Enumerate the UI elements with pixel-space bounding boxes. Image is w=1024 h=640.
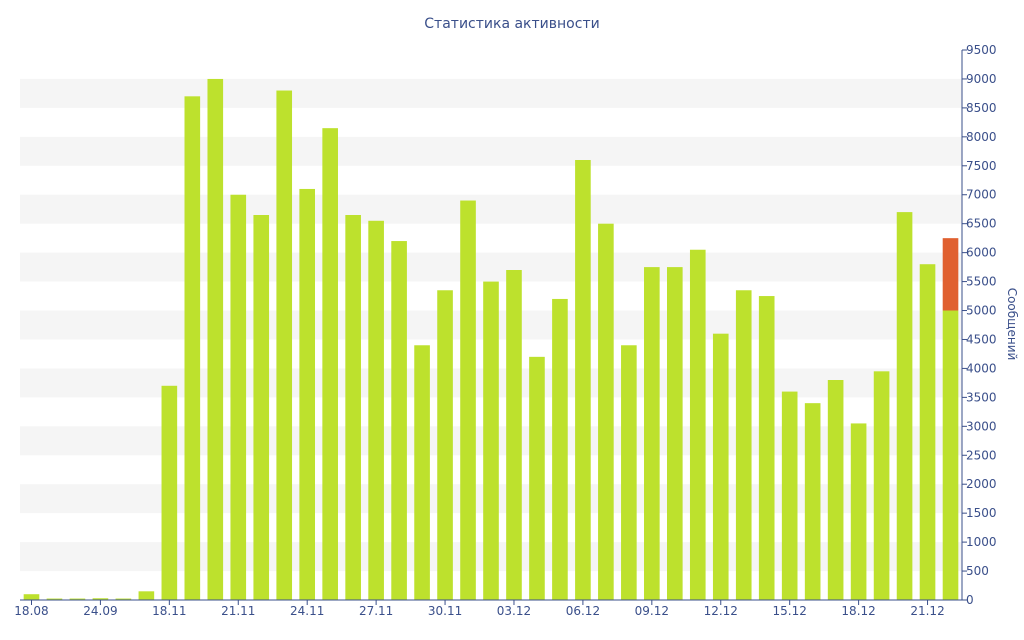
bar bbox=[552, 298, 568, 600]
bar bbox=[644, 267, 660, 600]
y-tick-label: 8000 bbox=[966, 130, 997, 144]
y-tick-label: 9000 bbox=[966, 72, 997, 86]
y-tick-label: 500 bbox=[966, 564, 989, 578]
x-tick-label: 21.11 bbox=[221, 604, 255, 618]
bar bbox=[437, 290, 453, 600]
y-tick-label: 7500 bbox=[966, 159, 997, 173]
y-tick-label: 5000 bbox=[966, 304, 997, 318]
chart-title: Статистика активности bbox=[424, 16, 600, 32]
bar bbox=[575, 160, 591, 600]
grid-band bbox=[20, 78, 962, 108]
y-tick-label: 3000 bbox=[966, 419, 997, 433]
x-tick-label: 12.12 bbox=[704, 604, 738, 618]
grid-band bbox=[20, 252, 962, 282]
y-tick-label: 2000 bbox=[966, 477, 997, 491]
x-tick-label: 27.11 bbox=[359, 604, 393, 618]
axes bbox=[20, 50, 963, 601]
bar bbox=[735, 290, 752, 600]
bar bbox=[919, 264, 936, 600]
bar bbox=[529, 356, 545, 600]
bar bbox=[230, 194, 247, 600]
bar bbox=[115, 598, 132, 600]
bar bbox=[391, 241, 407, 601]
bar bbox=[92, 598, 109, 600]
y-tick-label: 6500 bbox=[966, 217, 997, 231]
grid-band bbox=[20, 194, 962, 224]
bar bbox=[253, 215, 270, 600]
y-tick-label: 6000 bbox=[966, 246, 997, 260]
bar bbox=[299, 188, 316, 600]
x-tick-label: 21.12 bbox=[910, 604, 944, 618]
x-tick-label: 24.09 bbox=[83, 604, 117, 618]
y-tick-label: 4000 bbox=[966, 361, 997, 375]
bar bbox=[184, 96, 201, 600]
y-tick-label: 3500 bbox=[966, 390, 997, 404]
y-tick-label: 5500 bbox=[966, 275, 997, 289]
x-tick-label: 09.12 bbox=[635, 604, 669, 618]
y-tick-label: 9500 bbox=[966, 43, 997, 57]
bar bbox=[368, 220, 384, 600]
y-tick-label: 0 bbox=[966, 593, 974, 607]
y-tick-label: 1500 bbox=[966, 506, 997, 520]
bar bbox=[345, 215, 361, 600]
y-tick-label: 7000 bbox=[966, 188, 997, 202]
bar bbox=[322, 128, 338, 600]
bar bbox=[758, 296, 775, 600]
bar bbox=[207, 78, 224, 600]
y-tick-label: 8500 bbox=[966, 101, 997, 115]
bar bbox=[483, 281, 499, 600]
bar bbox=[46, 598, 63, 600]
bar bbox=[712, 333, 729, 600]
bar bbox=[598, 223, 614, 600]
bar bbox=[506, 270, 522, 600]
bar bbox=[781, 391, 798, 600]
y-tick-label: 2500 bbox=[966, 448, 997, 462]
grid-band bbox=[20, 136, 962, 166]
bar bbox=[827, 380, 844, 600]
bars bbox=[23, 78, 959, 601]
x-tick-label: 06.12 bbox=[566, 604, 600, 618]
y-tick-label: 4500 bbox=[966, 332, 997, 346]
bar bbox=[873, 371, 890, 600]
x-tick-label: 15.12 bbox=[773, 604, 807, 618]
x-tick-label: 24.11 bbox=[290, 604, 324, 618]
bar bbox=[69, 598, 86, 600]
bar bbox=[942, 310, 959, 600]
bar bbox=[23, 594, 40, 600]
y-axis-ticks: 0 500 1000 1500 2000 2500 3000 3500 4000 4500 5000… bbox=[962, 43, 997, 607]
x-tick-label: 30.11 bbox=[428, 604, 462, 618]
bar bbox=[850, 423, 867, 600]
bar bbox=[161, 385, 178, 600]
bar bbox=[460, 200, 476, 601]
x-tick-label: 18.08 bbox=[14, 604, 48, 618]
bar bbox=[896, 212, 913, 600]
bar bbox=[138, 591, 155, 600]
bar bbox=[414, 345, 430, 600]
x-axis-ticks: 18.08 24.09 18.11 21.11 24.11 27.11 30.11 03.12… bbox=[14, 600, 945, 618]
bar bbox=[804, 403, 821, 600]
x-tick-label: 03.12 bbox=[497, 604, 531, 618]
bar-highlight bbox=[942, 238, 959, 311]
bar bbox=[276, 90, 293, 601]
bar bbox=[666, 267, 683, 600]
y-tick-label: 1000 bbox=[966, 535, 997, 549]
x-tick-label: 18.12 bbox=[841, 604, 875, 618]
y-axis-title: Сообщений bbox=[1005, 288, 1019, 361]
bar bbox=[621, 345, 637, 600]
x-tick-label: 18.11 bbox=[152, 604, 186, 618]
bar bbox=[689, 249, 706, 600]
